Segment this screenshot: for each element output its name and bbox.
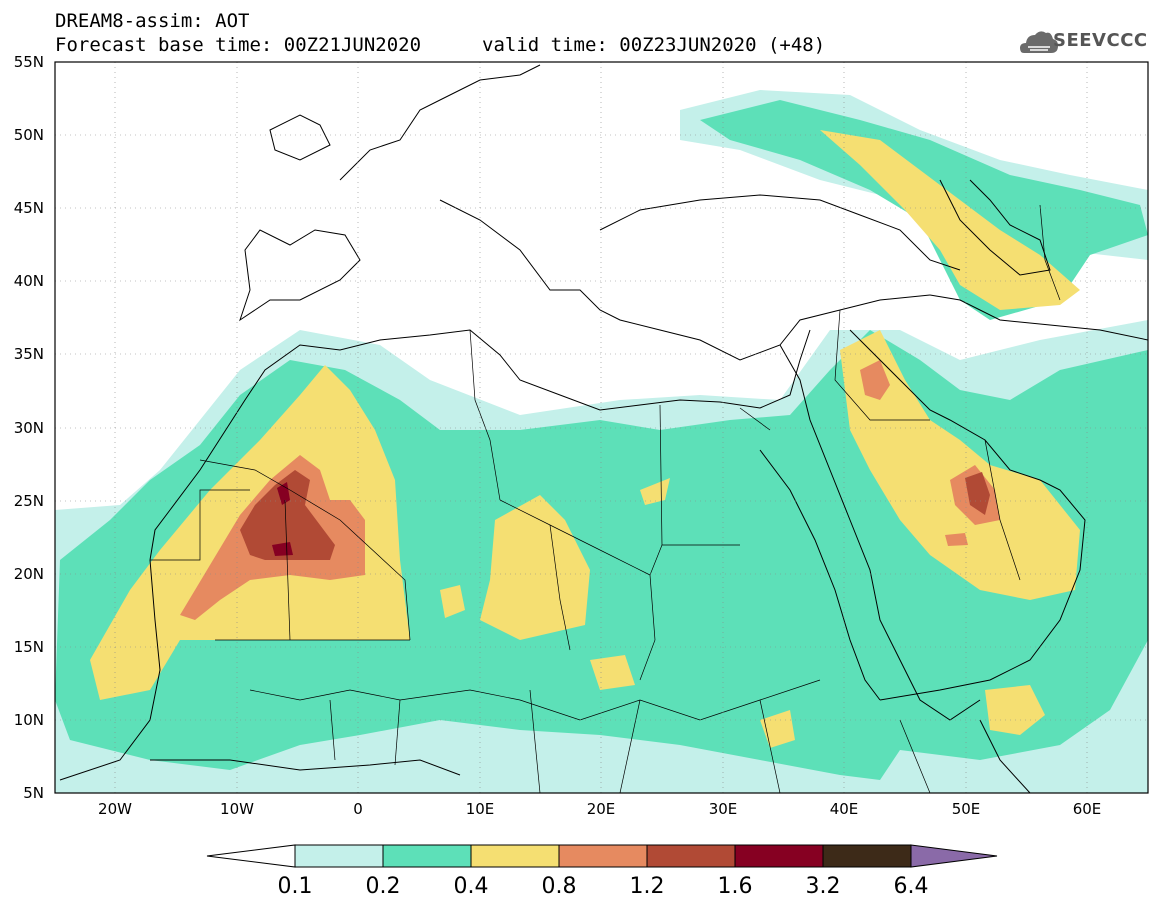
country-borders — [150, 204, 1061, 793]
lon-label-10w: 10W — [220, 800, 254, 818]
colorbar-level-0.2: 0.2 — [366, 874, 401, 899]
colorbar-level-6.4: 6.4 — [894, 874, 929, 899]
colorbar-bin-6 — [734, 844, 824, 868]
map-title: DREAM8-assim: AOT — [55, 10, 250, 32]
lon-label-20e: 20E — [587, 800, 616, 818]
lat-label-45n: 45N — [14, 199, 44, 217]
lon-label-0: 0 — [353, 800, 363, 818]
lon-label-50e: 50E — [952, 800, 981, 818]
lon-label-10e: 10E — [466, 800, 495, 818]
lat-label-50n: 50N — [14, 126, 44, 144]
lat-label-20n: 20N — [14, 565, 44, 583]
gridlines — [55, 62, 1148, 793]
lat-label-15n: 15N — [14, 638, 44, 656]
longitude-axis: 20W 10W 0 10E 20E 30E 40E 50E 60E — [98, 800, 1101, 818]
colorbar-min-arrow — [206, 844, 296, 868]
lat-label-40n: 40N — [14, 272, 44, 290]
cloud-icon — [1020, 31, 1058, 53]
lat-label-55n: 55N — [14, 53, 44, 71]
colorbar-level-0.8: 0.8 — [542, 874, 577, 899]
colorbar-level-0.1: 0.1 — [278, 874, 313, 899]
colorbar-level-0.4: 0.4 — [454, 874, 489, 899]
seevccc-logo: SEEVCCC — [1053, 30, 1148, 51]
forecast-base-time: Forecast base time: 00Z21JUN2020 — [55, 34, 422, 56]
lat-label-25n: 25N — [14, 492, 44, 510]
lon-label-60e: 60E — [1073, 800, 1102, 818]
colorbar: 0.1 0.2 0.4 0.8 1.2 1.6 3.2 6.4 — [206, 844, 998, 899]
lon-label-20w: 20W — [98, 800, 132, 818]
lat-label-30n: 30N — [14, 419, 44, 437]
colorbar-bin-1 — [294, 844, 384, 868]
colorbar-level-1.6: 1.6 — [718, 874, 753, 899]
lat-label-5n: 5N — [23, 784, 44, 802]
aot-field — [55, 62, 1148, 793]
valid-time: valid time: 00Z23JUN2020 (+48) — [482, 34, 826, 56]
colorbar-bin-4 — [558, 844, 648, 868]
coastlines — [59, 64, 1148, 793]
colorbar-max-arrow — [910, 844, 998, 868]
colorbar-level-3.2: 3.2 — [806, 874, 841, 899]
lon-label-40e: 40E — [830, 800, 859, 818]
map-frame — [54, 61, 1149, 794]
colorbar-bin-7 — [822, 844, 912, 868]
colorbar-bin-3 — [470, 844, 560, 868]
colorbar-bin-2 — [382, 844, 472, 868]
colorbar-level-1.2: 1.2 — [630, 874, 665, 899]
lat-label-35n: 35N — [14, 345, 44, 363]
colorbar-bin-5 — [646, 844, 736, 868]
latitude-axis: 5N 10N 15N 20N 25N 30N 35N 40N 45N 50N 5… — [14, 53, 44, 802]
lat-label-10n: 10N — [14, 711, 44, 729]
lon-label-30e: 30E — [709, 800, 738, 818]
